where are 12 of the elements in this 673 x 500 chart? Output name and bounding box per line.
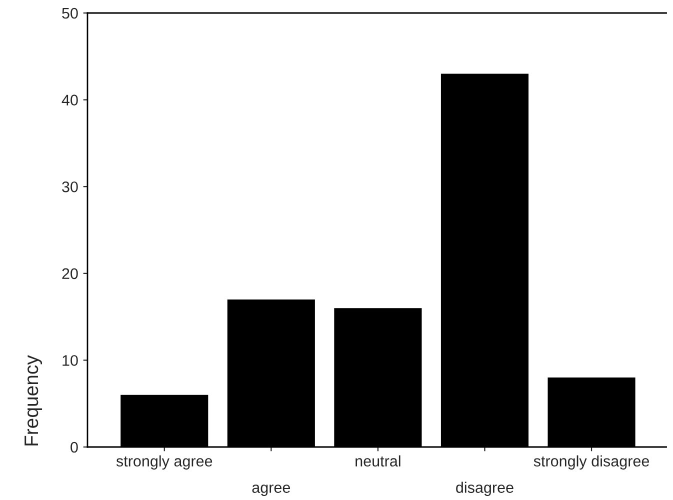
x-tick-label: disagree: [456, 482, 514, 496]
y-tick-label: 0: [70, 442, 78, 453]
y-tick-label: 10: [62, 355, 78, 366]
x-tick-label: neutral: [356, 455, 400, 467]
y-tick-label: 20: [62, 268, 78, 280]
y-tick-label: 50: [62, 8, 78, 19]
y-axis-title: Frequency: [24, 355, 42, 446]
x-tick-label: strongly agree: [116, 455, 212, 470]
y-tick-label: 40: [62, 94, 78, 106]
x-tick-label: strongly disagree: [534, 455, 650, 470]
x-tick-label: agree: [252, 484, 290, 496]
y-tick-label: 30: [62, 181, 78, 192]
